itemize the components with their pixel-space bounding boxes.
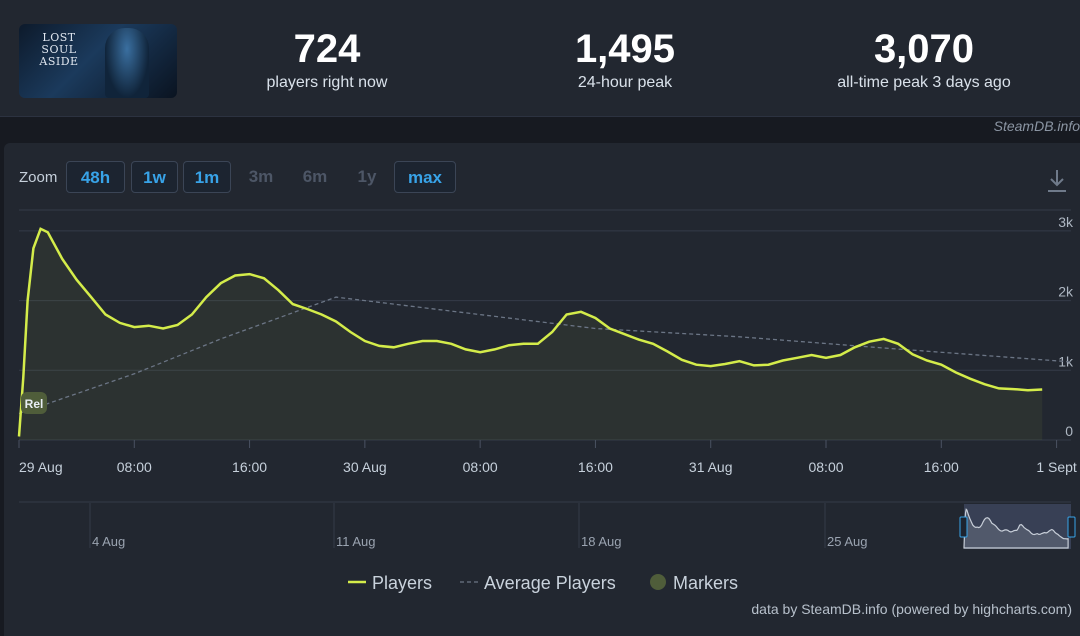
zoom-1y-button[interactable]: 1y: [357, 167, 377, 186]
legend-item-markers[interactable]: Markers: [650, 573, 738, 593]
x-tick-label: 31 Aug: [689, 459, 733, 475]
x-tick-label: 08:00: [463, 459, 498, 475]
y-tick-label: 2k: [1058, 284, 1074, 300]
hero-figure-image: [105, 28, 149, 98]
marker-badge: [21, 392, 47, 414]
stat-24h-peak: 1,495 24-hour peak: [495, 26, 755, 94]
steamdb-credit[interactable]: SteamDB.info: [993, 118, 1080, 134]
navigator-tick-label: 11 Aug: [336, 534, 376, 549]
x-ticks: 29 Aug 08:00 16:00 30 Aug 08:00 16:00 31 Aug 08…: [18, 440, 1077, 475]
stat-value: 3,070: [873, 27, 975, 71]
stat-label: players right now: [266, 74, 388, 91]
y-tick-label: 0: [1065, 423, 1073, 439]
zoom-48h-button[interactable]: 48h: [66, 161, 125, 193]
stat-value: 724: [293, 27, 361, 71]
legend-item-average-players[interactable]: Average Players: [460, 573, 616, 593]
y-tick-label: 1k: [1058, 353, 1074, 369]
x-tick-label: 16:00: [924, 459, 959, 475]
release-marker[interactable]: Rel: [21, 392, 47, 414]
zoom-1w-button[interactable]: 1w: [131, 161, 178, 193]
navigator-right-handle[interactable]: [1067, 516, 1076, 538]
navigator-tick-label: 25 Aug: [827, 534, 868, 549]
stat-current: 724 players right now: [197, 26, 457, 94]
players-line: [17, 227, 1043, 437]
game-thumbnail[interactable]: LOST SOUL ASIDE: [19, 24, 177, 98]
navigator-left-handle[interactable]: [959, 516, 968, 538]
legend-label: Markers: [673, 573, 738, 593]
x-tick-label: 08:00: [808, 459, 843, 475]
x-tick-label: 30 Aug: [343, 459, 387, 475]
download-icon[interactable]: [1046, 168, 1068, 194]
zoom-1m-button[interactable]: 1m: [183, 161, 231, 193]
navigator-ticks: 4 Aug 11 Aug 18 Aug 25 Aug: [89, 503, 868, 549]
chart-panel: [4, 143, 1080, 636]
x-tick-label: 1 Sept: [1036, 459, 1077, 475]
footer-credit[interactable]: data by SteamDB.info (powered by highcha…: [751, 601, 1072, 617]
x-tick-label: 08:00: [117, 459, 152, 475]
zoom-3m-button[interactable]: 3m: [248, 167, 274, 186]
stat-label: all-time peak 3 days ago: [837, 74, 1011, 91]
navigator-line: [963, 508, 1069, 549]
stat-all-time-peak: 3,070 all-time peak 3 days ago: [794, 26, 1054, 94]
marker-label: Rel: [25, 397, 44, 411]
legend-label: Average Players: [484, 573, 616, 593]
zoom-6m-button[interactable]: 6m: [302, 167, 328, 186]
navigator-tick-label: 4 Aug: [92, 534, 125, 549]
legend: Players Average Players Markers: [348, 573, 738, 593]
x-tick-label: 29 Aug: [19, 459, 63, 475]
zoom-max-button[interactable]: max: [394, 161, 456, 193]
navigator-selection[interactable]: [964, 504, 1071, 549]
legend-label: Players: [372, 573, 432, 593]
x-tick-label: 16:00: [578, 459, 613, 475]
navigator-tick-label: 18 Aug: [581, 534, 622, 549]
players-area: [19, 228, 1043, 440]
game-logo: LOST SOUL ASIDE: [39, 31, 79, 68]
x-tick-label: 16:00: [232, 459, 267, 475]
stat-value: 1,495: [574, 27, 676, 71]
zoom-label: Zoom: [19, 169, 58, 186]
stat-label: 24-hour peak: [577, 74, 673, 91]
header-bar: LOST SOUL ASIDE 724 players right now 1,…: [0, 0, 1080, 117]
legend-item-players[interactable]: Players: [348, 573, 432, 593]
y-tick-label: 3k: [1058, 214, 1074, 230]
y-gridlines: [19, 230, 1071, 441]
y-tick-labels: 0 1k 2k 3k: [1058, 214, 1074, 439]
navigator[interactable]: 4 Aug 11 Aug 18 Aug 25 Aug: [19, 501, 1076, 549]
